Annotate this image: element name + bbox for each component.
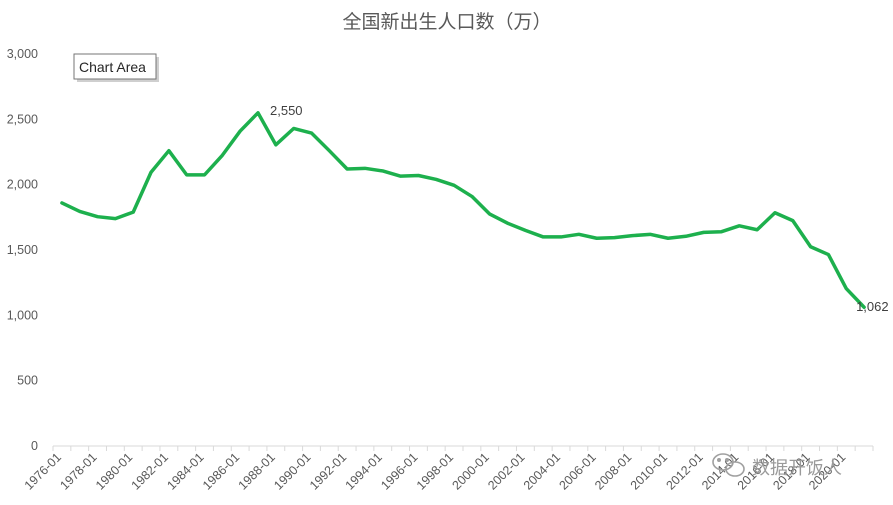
watermark: 数据开饭人 [712, 453, 842, 479]
x-tick-label: 1998-01 [414, 450, 456, 492]
watermark-text: 数据开饭人 [752, 458, 842, 479]
x-tick-label: 1988-01 [236, 450, 278, 492]
x-tick-label: 1980-01 [93, 450, 135, 492]
x-tick-label: 1982-01 [129, 450, 171, 492]
x-axis-ticks [52, 446, 874, 451]
x-tick-label: 2002-01 [485, 450, 527, 492]
x-tick-label: 1976-01 [22, 450, 64, 492]
x-tick-label: 2012-01 [663, 450, 705, 492]
wechat-icon [712, 453, 745, 477]
y-tick-label: 1,000 [7, 308, 38, 322]
x-tick-label: 2006-01 [556, 450, 598, 492]
y-tick-label: 0 [31, 439, 38, 453]
chart-area-tooltip: Chart Area [73, 53, 159, 82]
y-tick-label: 500 [17, 374, 38, 388]
y-axis: 0 500 1,000 1,500 2,000 2,500 3,000 [7, 47, 38, 453]
x-tick-label: 1990-01 [271, 450, 313, 492]
tooltip-text: Chart Area [79, 59, 146, 75]
x-tick-label: 1978-01 [57, 450, 99, 492]
x-tick-label: 1996-01 [378, 450, 420, 492]
chart-title: 全国新出生人口数（万） [342, 11, 551, 33]
y-tick-label: 2,500 [7, 112, 38, 126]
x-axis: 1976-011978-011980-011982-011984-011986-… [22, 450, 849, 492]
y-tick-label: 1,500 [7, 243, 38, 257]
data-label: 2,550 [270, 103, 303, 118]
x-tick-label: 2010-01 [628, 450, 670, 492]
data-labels: 2,550 1,062 [270, 103, 889, 314]
y-tick-label: 2,000 [7, 178, 38, 192]
x-tick-label: 1994-01 [343, 450, 385, 492]
x-tick-label: 2014-01 [699, 450, 741, 492]
x-tick-label: 1992-01 [307, 450, 349, 492]
y-tick-label: 3,000 [7, 47, 38, 61]
x-tick-label: 2008-01 [592, 450, 634, 492]
x-tick-label: 1984-01 [164, 450, 206, 492]
data-label: 1,062 [856, 299, 889, 314]
x-tick-label: 2004-01 [521, 450, 563, 492]
x-tick-label: 2000-01 [450, 450, 492, 492]
series-line[interactable] [60, 111, 866, 309]
x-tick-label: 1986-01 [200, 450, 242, 492]
